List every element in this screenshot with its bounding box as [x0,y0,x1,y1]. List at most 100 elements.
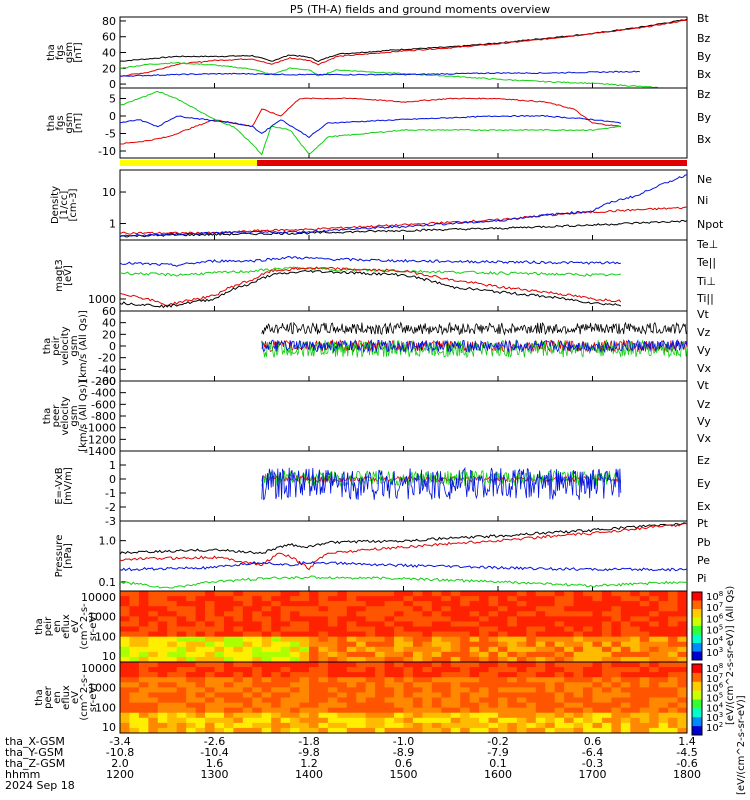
peer_eflux-cell [252,667,263,673]
peir_eflux-cell [592,636,603,643]
peer_eflux-cell [545,692,556,698]
peir_eflux-cell [242,631,253,638]
peer_eflux-cell [507,677,518,683]
peir_eflux-cell [384,651,395,658]
peir_eflux-cell [290,596,301,602]
peer_eflux-cell [394,672,404,678]
peer_eflux-cell [583,672,593,678]
peir_eflux-cell [138,616,149,622]
fgs-ytick-label: 40 [102,47,116,60]
colorbar-peir-swatch [692,592,702,601]
peer_eflux-cell [346,662,357,668]
peer_eflux-cell [554,667,565,673]
peir_eflux-cell [299,656,310,663]
peir_eflux-cell [356,631,367,638]
peir_eflux-cell [630,626,641,633]
x-tick-label: -0.2 [487,735,508,748]
peer_eflux-cell [290,697,301,704]
peir_eflux-cell [422,601,433,607]
peir_eflux-cell [469,641,480,648]
peer_eflux-cell [611,682,622,688]
peer_eflux-cell [148,717,159,724]
peer_eflux-cell [242,672,253,678]
peir_eflux-cell [573,626,584,633]
peir_eflux-cell [129,641,140,648]
peer_eflux-cell [223,692,234,698]
x-tick-label: -1.0 [393,735,414,748]
peir_eflux-cell [337,591,348,597]
peir_eflux-cell [365,626,376,633]
peir_eflux-cell [554,636,565,643]
peer_eflux-cell [498,722,508,729]
peir_eflux-cell [488,636,499,643]
peir_eflux-cell [290,646,301,653]
peer_eflux-cell [403,692,414,698]
peer_eflux-cell [441,722,452,729]
peir_eflux-cell [318,611,329,617]
peer_eflux-cell [450,672,461,678]
peer_eflux-cell [290,712,301,719]
peir_eflux-cell [233,606,244,612]
peer_eflux-cell [469,697,480,704]
peer_eflux-cell [498,712,508,719]
peir_eflux-cell [441,606,452,612]
peir_eflux-cell [412,631,423,638]
peer_eflux-cell [583,692,593,698]
peer_velocity-ytick-label: -600 [91,398,116,411]
peir_eflux-cell [299,621,310,627]
peer_eflux-cell [167,667,178,673]
peir_eflux-cell [356,616,367,622]
peir_eflux-cell [327,601,338,607]
fgs_detrended-series-By [119,90,621,156]
x-tick-label: -6.4 [582,746,603,759]
peir_eflux-cell [309,591,319,597]
peer_eflux-cell [271,697,282,704]
peer_eflux-cell [233,662,244,668]
temperature-ylabel-line: magt3 [54,259,65,292]
peir_eflux-cell [205,591,215,597]
peer_eflux-cell [639,727,650,734]
peer_eflux-cell [611,692,622,698]
peir_eflux-cell [252,616,263,622]
peir_eflux-cell [186,611,197,617]
peir_eflux-cell [129,646,140,653]
peir_eflux-cell [290,611,301,617]
peir_eflux-cell [649,611,660,617]
peir_eflux-cell [422,656,433,663]
peer_eflux-cell [252,702,263,709]
peir_eflux-cell [601,606,612,612]
peir_eflux-cell [516,616,527,622]
peir_eflux-cell [677,651,688,658]
peer_eflux-cell [356,697,367,704]
peir_eflux-cell [507,601,518,607]
peir_eflux-cell [138,626,149,633]
peir_eflux-cell [639,651,650,658]
peer_eflux-cell [592,682,603,688]
peir_eflux-cell [138,646,149,653]
peir_eflux-cell [611,651,622,658]
peer_eflux-cell [346,727,357,734]
peir_eflux-cell [573,651,584,658]
peer_eflux-cell [223,717,234,724]
peer_eflux-cell [167,697,178,704]
fgs_detrended-ytick-label: 0 [109,110,116,123]
peir_eflux-cell [242,641,253,648]
peer_eflux-cell [564,702,575,709]
peer_eflux-cell [450,677,461,683]
peer_eflux-cell [138,727,149,734]
peer_eflux-cell [431,682,442,688]
peir_eflux-cell [186,591,197,597]
peer_eflux-cell [290,702,301,709]
peer_eflux-cell [120,682,130,688]
peer_eflux-cell [526,677,537,683]
peir_eflux-cell [365,616,376,622]
peir_velocity-ytick-label: 40 [102,317,116,330]
peir_eflux-cell [601,626,612,633]
peir_eflux-cell [601,631,612,638]
peer_eflux-cell [601,687,612,693]
peir_eflux-cell [450,601,461,607]
peir_eflux-cell [422,606,433,612]
peer_eflux-cell [233,687,244,693]
fgs-series-By [119,61,663,89]
peer_eflux-cell [649,672,660,678]
